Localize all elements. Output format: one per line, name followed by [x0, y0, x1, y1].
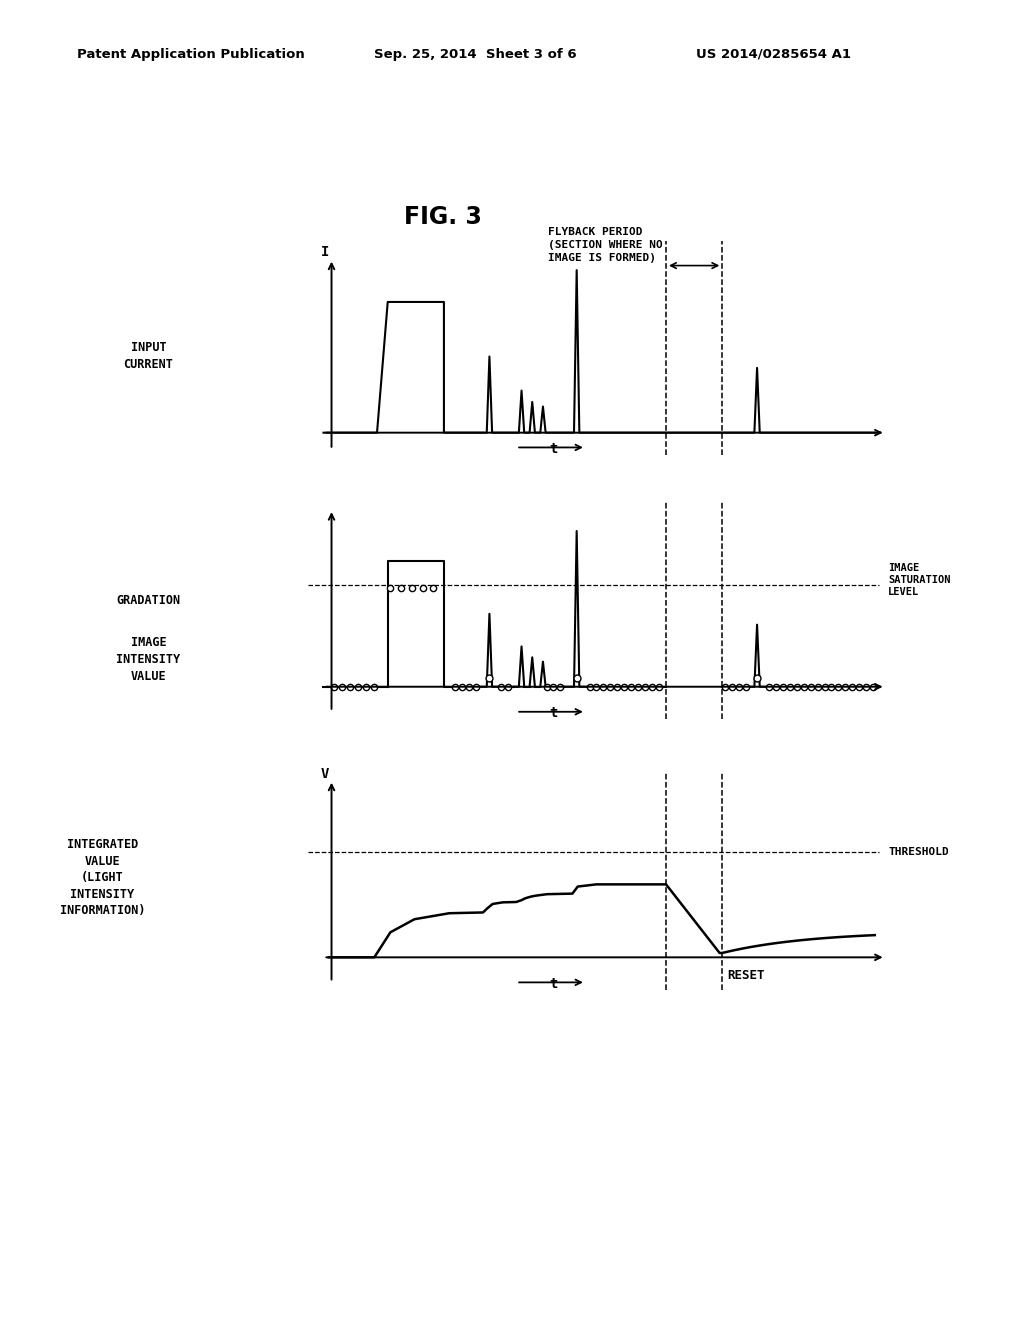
- Text: IMAGE
INTENSITY
VALUE: IMAGE INTENSITY VALUE: [117, 636, 180, 684]
- Text: Sep. 25, 2014  Sheet 3 of 6: Sep. 25, 2014 Sheet 3 of 6: [374, 48, 577, 61]
- Text: INPUT
CURRENT: INPUT CURRENT: [124, 342, 173, 371]
- Text: THRESHOLD: THRESHOLD: [888, 846, 949, 857]
- Text: IMAGE
SATURATION
LEVEL: IMAGE SATURATION LEVEL: [888, 562, 950, 598]
- Text: V: V: [321, 767, 329, 780]
- Text: US 2014/0285654 A1: US 2014/0285654 A1: [696, 48, 851, 61]
- Text: t: t: [550, 706, 558, 721]
- Text: FIG. 3: FIG. 3: [404, 205, 482, 228]
- Text: RESET: RESET: [728, 969, 765, 982]
- Text: Patent Application Publication: Patent Application Publication: [77, 48, 304, 61]
- Text: I: I: [321, 246, 329, 260]
- Text: GRADATION: GRADATION: [117, 594, 180, 607]
- Text: t: t: [550, 977, 558, 991]
- Text: INTEGRATED
VALUE
(LIGHT
INTENSITY
INFORMATION): INTEGRATED VALUE (LIGHT INTENSITY INFORM…: [59, 838, 145, 917]
- Text: t: t: [550, 442, 558, 457]
- Text: FLYBACK PERIOD
(SECTION WHERE NO
IMAGE IS FORMED): FLYBACK PERIOD (SECTION WHERE NO IMAGE I…: [548, 227, 663, 263]
